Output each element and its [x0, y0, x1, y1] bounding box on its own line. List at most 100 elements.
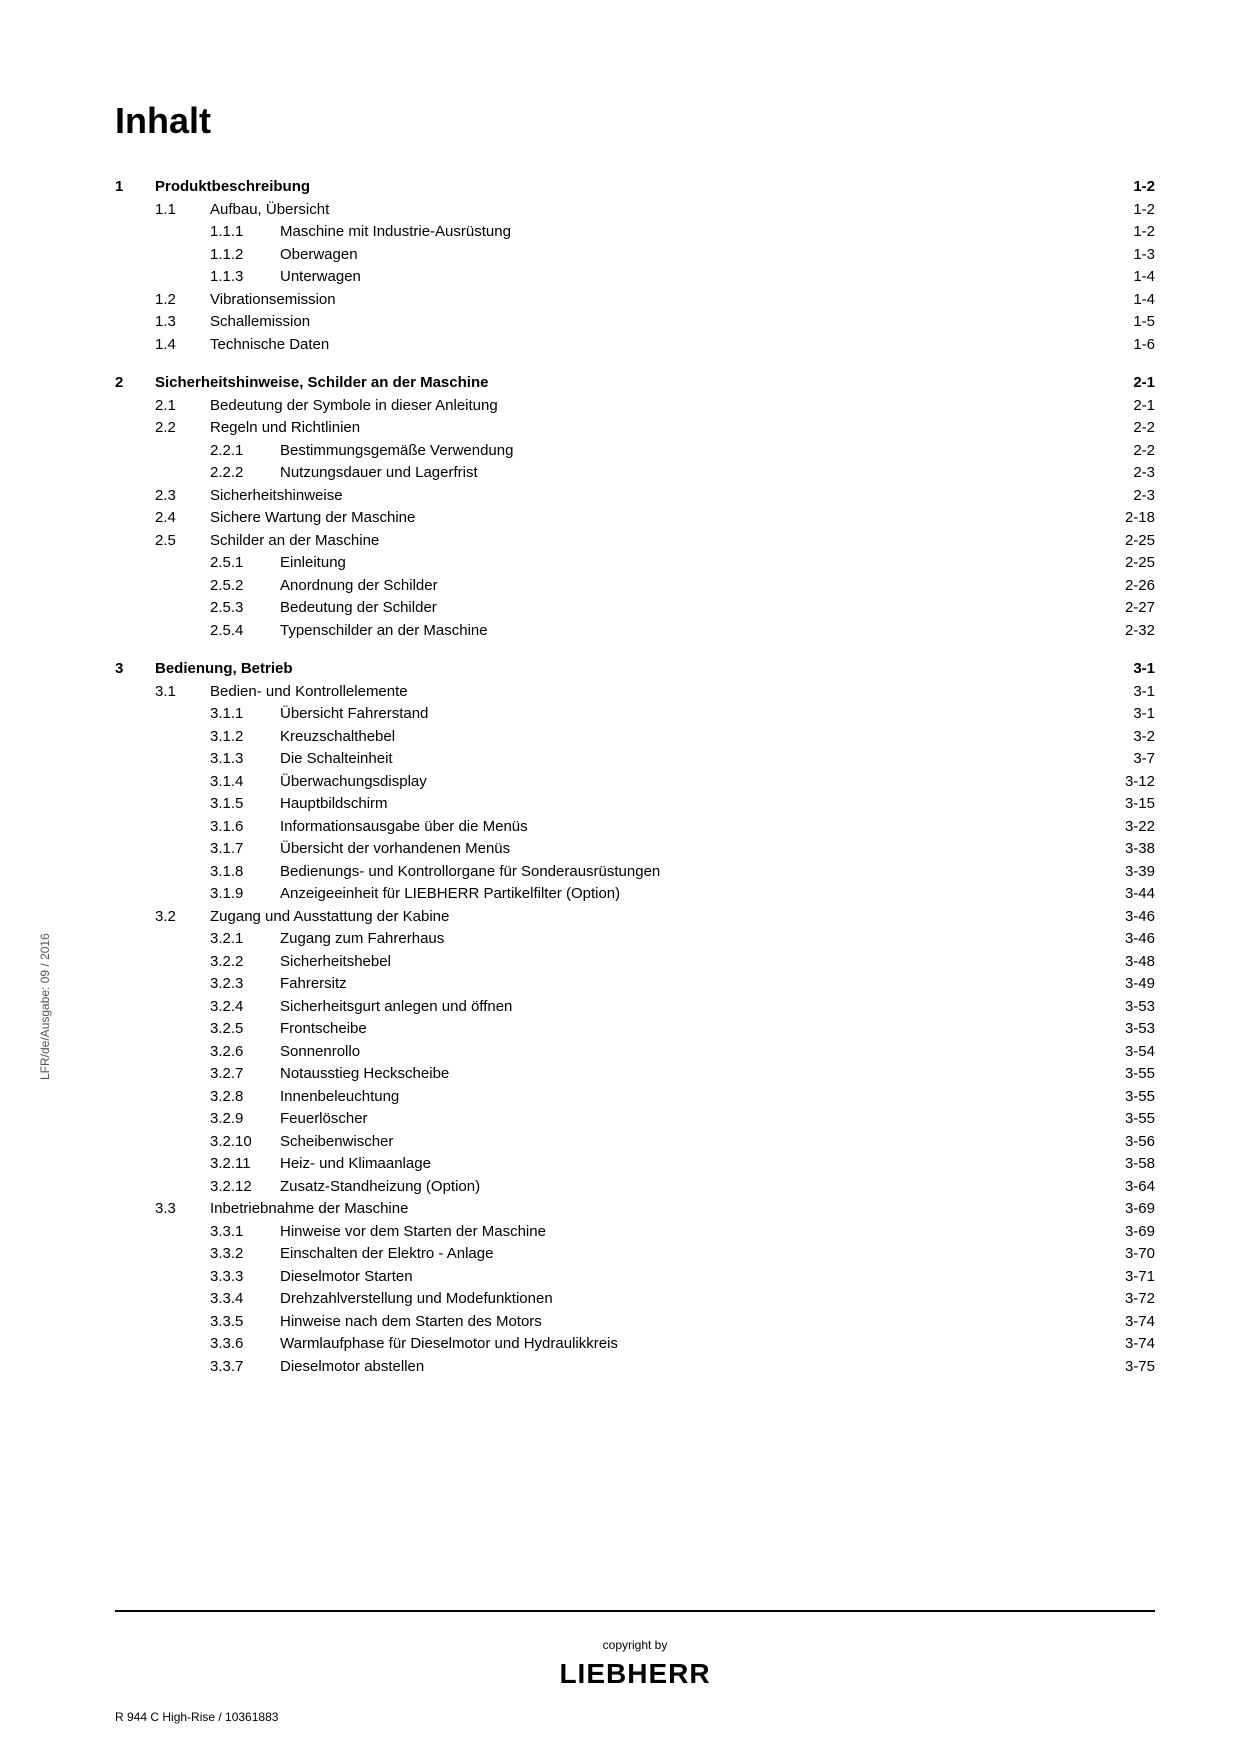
- toc-entry: 3.2.12Zusatz-Standheizung (Option) 3-64: [115, 1176, 1155, 1199]
- toc-number: 3.2.8: [210, 1086, 280, 1109]
- toc-entry: 3.1.5Hauptbildschirm 3-15: [115, 793, 1155, 816]
- toc-title: Sicherheitshebel: [280, 951, 391, 974]
- side-note: LFR/de/Ausgabe: 09 / 2016: [38, 933, 52, 1080]
- brand-logo: LIEBHERR: [115, 1658, 1155, 1690]
- toc-page: 3-69: [1125, 1221, 1155, 1244]
- toc-entry: 3.3.4Drehzahlverstellung und Modefunktio…: [115, 1288, 1155, 1311]
- toc-title: Sichere Wartung der Maschine: [210, 507, 415, 530]
- toc-entry: 3.1.7Übersicht der vorhandenen Menüs 3-3…: [115, 838, 1155, 861]
- toc-title: Schallemission: [210, 311, 310, 334]
- toc-entry: 3.1.3Die Schalteinheit 3-7: [115, 748, 1155, 771]
- toc-number: 3.2.11: [210, 1153, 280, 1176]
- toc-number: 3.1.4: [210, 771, 280, 794]
- toc-entry: 2Sicherheitshinweise, Schilder an der Ma…: [115, 372, 1155, 395]
- toc-title: Aufbau, Übersicht: [210, 199, 329, 222]
- toc-number: 2.5.2: [210, 575, 280, 598]
- toc-entry: 3Bedienung, Betrieb 3-1: [115, 658, 1155, 681]
- toc-number: 3.2.6: [210, 1041, 280, 1064]
- toc-title: Typenschilder an der Maschine: [280, 620, 488, 643]
- toc-number: 1.4: [155, 334, 210, 357]
- toc-title: Schilder an der Maschine: [210, 530, 379, 553]
- toc-title: Anzeigeeinheit für LIEBHERR Partikelfilt…: [280, 883, 620, 906]
- copyright-text: copyright by: [115, 1638, 1155, 1652]
- toc-number: 2: [115, 372, 155, 395]
- toc-page: 1-4: [1133, 289, 1155, 312]
- toc-entry: 1Produktbeschreibung 1-2: [115, 176, 1155, 199]
- toc-entry: 3.2.1Zugang zum Fahrerhaus 3-46: [115, 928, 1155, 951]
- toc-title: Oberwagen: [280, 244, 358, 267]
- toc-number: 3.2.1: [210, 928, 280, 951]
- toc-number: 3.1.3: [210, 748, 280, 771]
- toc-page: 3-12: [1125, 771, 1155, 794]
- toc-number: 2.5.3: [210, 597, 280, 620]
- toc-page: 2-27: [1125, 597, 1155, 620]
- toc-entry: 1.1Aufbau, Übersicht 1-2: [115, 199, 1155, 222]
- toc-page: 3-58: [1125, 1153, 1155, 1176]
- toc-title: Scheibenwischer: [280, 1131, 393, 1154]
- toc-page: 3-75: [1125, 1356, 1155, 1379]
- toc-entry: 3.1.2Kreuzschalthebel 3-2: [115, 726, 1155, 749]
- toc-number: 2.5.1: [210, 552, 280, 575]
- toc-entry: 3.1.9Anzeigeeinheit für LIEBHERR Partike…: [115, 883, 1155, 906]
- toc-page: 2-32: [1125, 620, 1155, 643]
- toc-number: 3.3.4: [210, 1288, 280, 1311]
- toc-title: Dieselmotor Starten: [280, 1266, 413, 1289]
- toc-page: 3-44: [1125, 883, 1155, 906]
- toc-page: 3-71: [1125, 1266, 1155, 1289]
- toc-number: 2.2: [155, 417, 210, 440]
- toc-number: 2.5: [155, 530, 210, 553]
- toc-number: 3.2.10: [210, 1131, 280, 1154]
- toc-title: Fahrersitz: [280, 973, 347, 996]
- footer: copyright by LIEBHERR R 944 C High-Rise …: [115, 1610, 1155, 1690]
- toc-page: 3-49: [1125, 973, 1155, 996]
- toc-title: Bestimmungsgemäße Verwendung: [280, 440, 513, 463]
- toc-number: 2.2.2: [210, 462, 280, 485]
- toc-title: Sicherheitsgurt anlegen und öffnen: [280, 996, 512, 1019]
- toc-page: 3-46: [1125, 928, 1155, 951]
- toc-entry: 3.3.6Warmlaufphase für Dieselmotor und H…: [115, 1333, 1155, 1356]
- toc-entry: 1.1.1Maschine mit Industrie-Ausrüstung 1…: [115, 221, 1155, 244]
- toc-page: 1-5: [1133, 311, 1155, 334]
- toc-page: 3-22: [1125, 816, 1155, 839]
- toc-entry: 3.2.11Heiz- und Klimaanlage 3-58: [115, 1153, 1155, 1176]
- toc-page: 3-7: [1133, 748, 1155, 771]
- toc-page: 3-72: [1125, 1288, 1155, 1311]
- toc-entry: 3.2.2Sicherheitshebel 3-48: [115, 951, 1155, 974]
- toc-page: 2-18: [1125, 507, 1155, 530]
- toc-title: Übersicht der vorhandenen Menüs: [280, 838, 510, 861]
- page-title: Inhalt: [115, 100, 1155, 142]
- toc-number: 3.1.1: [210, 703, 280, 726]
- toc-page: 3-54: [1125, 1041, 1155, 1064]
- toc-number: 2.1: [155, 395, 210, 418]
- toc-number: 3.2.4: [210, 996, 280, 1019]
- toc-entry: 1.4Technische Daten 1-6: [115, 334, 1155, 357]
- toc-page: 1-3: [1133, 244, 1155, 267]
- toc-page: 2-3: [1133, 462, 1155, 485]
- toc-entry: 2.4Sichere Wartung der Maschine 2-18: [115, 507, 1155, 530]
- toc-entry: 3.1.8Bedienungs- und Kontrollorgane für …: [115, 861, 1155, 884]
- toc-title: Hinweise vor dem Starten der Maschine: [280, 1221, 546, 1244]
- toc-page: 1-2: [1133, 199, 1155, 222]
- toc-entry: 3.2.6Sonnenrollo 3-54: [115, 1041, 1155, 1064]
- toc-number: 3.3.1: [210, 1221, 280, 1244]
- toc-entry: 3.1.6Informationsausgabe über die Menüs …: [115, 816, 1155, 839]
- toc-number: 3.2.7: [210, 1063, 280, 1086]
- toc-entry: 2.3Sicherheitshinweise 2-3: [115, 485, 1155, 508]
- toc-entry: 3.3.7Dieselmotor abstellen 3-75: [115, 1356, 1155, 1379]
- toc-entry: 2.5.3Bedeutung der Schilder 2-27: [115, 597, 1155, 620]
- toc-entry: 3.3.5Hinweise nach dem Starten des Motor…: [115, 1311, 1155, 1334]
- toc-number: 3.2.5: [210, 1018, 280, 1041]
- toc-page: 3-38: [1125, 838, 1155, 861]
- toc-entry: 3.1Bedien- und Kontrollelemente 3-1: [115, 681, 1155, 704]
- footer-doc-id: R 944 C High-Rise / 10361883: [115, 1710, 278, 1724]
- toc-number: 2.4: [155, 507, 210, 530]
- toc-number: 3.1.7: [210, 838, 280, 861]
- toc-title: Heiz- und Klimaanlage: [280, 1153, 431, 1176]
- toc-page: 2-1: [1133, 395, 1155, 418]
- toc-number: 3.3.3: [210, 1266, 280, 1289]
- toc-title: Bedienungs- und Kontrollorgane für Sonde…: [280, 861, 660, 884]
- toc-number: 3.2.9: [210, 1108, 280, 1131]
- toc-number: 1.3: [155, 311, 210, 334]
- toc-entry: 3.3.3Dieselmotor Starten 3-71: [115, 1266, 1155, 1289]
- toc-entry: 2.5Schilder an der Maschine 2-25: [115, 530, 1155, 553]
